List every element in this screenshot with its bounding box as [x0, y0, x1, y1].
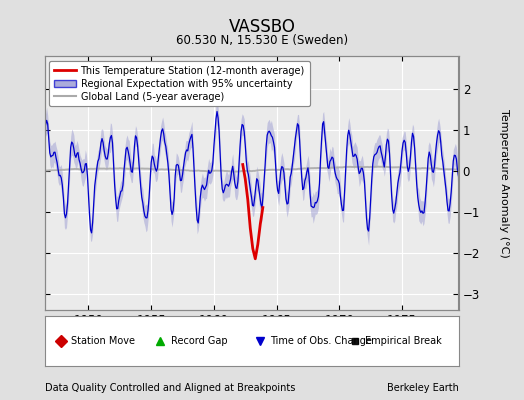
Text: VASSBO: VASSBO [228, 18, 296, 36]
Text: Empirical Break: Empirical Break [365, 336, 442, 346]
Text: Station Move: Station Move [71, 336, 135, 346]
Text: Record Gap: Record Gap [171, 336, 227, 346]
Text: Data Quality Controlled and Aligned at Breakpoints: Data Quality Controlled and Aligned at B… [45, 383, 295, 393]
Text: Time of Obs. Change: Time of Obs. Change [270, 336, 372, 346]
Text: 60.530 N, 15.530 E (Sweden): 60.530 N, 15.530 E (Sweden) [176, 34, 348, 47]
Text: Berkeley Earth: Berkeley Earth [387, 383, 458, 393]
Y-axis label: Temperature Anomaly (°C): Temperature Anomaly (°C) [499, 109, 509, 257]
Legend: This Temperature Station (12-month average), Regional Expectation with 95% uncer: This Temperature Station (12-month avera… [49, 61, 310, 106]
